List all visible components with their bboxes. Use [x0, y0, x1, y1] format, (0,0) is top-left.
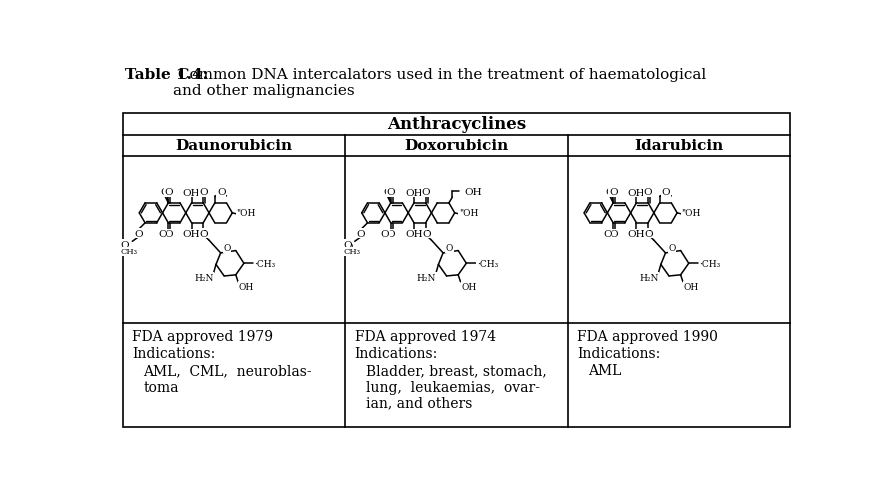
Text: OH: OH — [405, 188, 423, 198]
Text: Bladder, breast, stomach,
lung,  leukaemias,  ovar-
ian, and others: Bladder, breast, stomach, lung, leukaemi… — [365, 364, 546, 410]
Text: Common DNA intercalators used in the treatment of haematological
and other malig: Common DNA intercalators used in the tre… — [174, 68, 707, 98]
Text: AML,  CML,  neuroblas-
toma: AML, CML, neuroblas- toma — [143, 364, 312, 394]
Text: O: O — [356, 229, 365, 238]
Text: OH: OH — [462, 282, 477, 291]
Text: Ȯ: Ȯ — [422, 229, 431, 238]
Text: ·CH₃: ·CH₃ — [699, 259, 721, 268]
Text: "OH: "OH — [459, 208, 478, 217]
Text: Indications:: Indications: — [355, 346, 438, 361]
Text: O: O — [387, 188, 395, 197]
Text: Indications:: Indications: — [577, 346, 660, 361]
Bar — [123, 114, 790, 427]
Text: ·CH₃: ·CH₃ — [477, 259, 498, 268]
Text: O: O — [380, 229, 389, 238]
Text: OH: OH — [627, 188, 645, 198]
Text: O: O — [224, 244, 231, 253]
Text: OH: OH — [464, 188, 482, 197]
Text: O: O — [603, 229, 612, 238]
Text: OH: OH — [183, 230, 200, 239]
Text: O: O — [605, 187, 614, 196]
Text: O: O — [217, 188, 225, 197]
Text: O: O — [121, 240, 129, 249]
Text: CH₃: CH₃ — [343, 247, 360, 256]
Text: O: O — [668, 244, 675, 253]
Text: O: O — [609, 230, 617, 239]
Text: Indications:: Indications: — [132, 346, 216, 361]
Text: O: O — [164, 188, 173, 197]
Text: Ȯ: Ȯ — [200, 229, 208, 238]
Text: O: O — [164, 230, 173, 239]
Text: Table 1.4:: Table 1.4: — [126, 68, 208, 82]
Text: H₂N: H₂N — [639, 273, 658, 282]
Text: OH: OH — [239, 282, 254, 291]
Text: O: O — [160, 187, 169, 196]
Text: O: O — [383, 187, 391, 196]
Text: "OH: "OH — [236, 208, 256, 217]
Text: Doxorubicin: Doxorubicin — [405, 139, 509, 153]
Text: Daunorubicin: Daunorubicin — [176, 139, 293, 153]
Text: O: O — [609, 188, 617, 197]
Text: O: O — [199, 188, 208, 197]
Text: AML: AML — [588, 364, 621, 378]
Text: FDA approved 1979: FDA approved 1979 — [132, 330, 274, 344]
Text: O: O — [446, 244, 454, 253]
Text: OH: OH — [405, 230, 423, 239]
Text: Anthracyclines: Anthracyclines — [387, 116, 527, 133]
Text: O: O — [135, 229, 143, 238]
Text: H₂N: H₂N — [194, 273, 214, 282]
Text: OH: OH — [683, 282, 699, 291]
Text: ·CH₃: ·CH₃ — [254, 259, 275, 268]
Text: O: O — [662, 188, 670, 197]
Text: O: O — [644, 188, 652, 197]
Text: OH: OH — [627, 230, 645, 239]
Text: Ȯ: Ȯ — [645, 229, 653, 238]
Text: FDA approved 1990: FDA approved 1990 — [577, 330, 718, 344]
Text: Idarubicin: Idarubicin — [634, 139, 723, 153]
Text: CH₃: CH₃ — [121, 247, 138, 256]
Text: O: O — [387, 230, 395, 239]
Text: OH: OH — [183, 188, 200, 198]
Text: H₂N: H₂N — [417, 273, 436, 282]
Text: O: O — [343, 240, 352, 249]
Text: "OH: "OH — [682, 208, 700, 217]
Text: FDA approved 1974: FDA approved 1974 — [355, 330, 496, 344]
Text: O: O — [421, 188, 430, 197]
Text: O: O — [159, 229, 167, 238]
